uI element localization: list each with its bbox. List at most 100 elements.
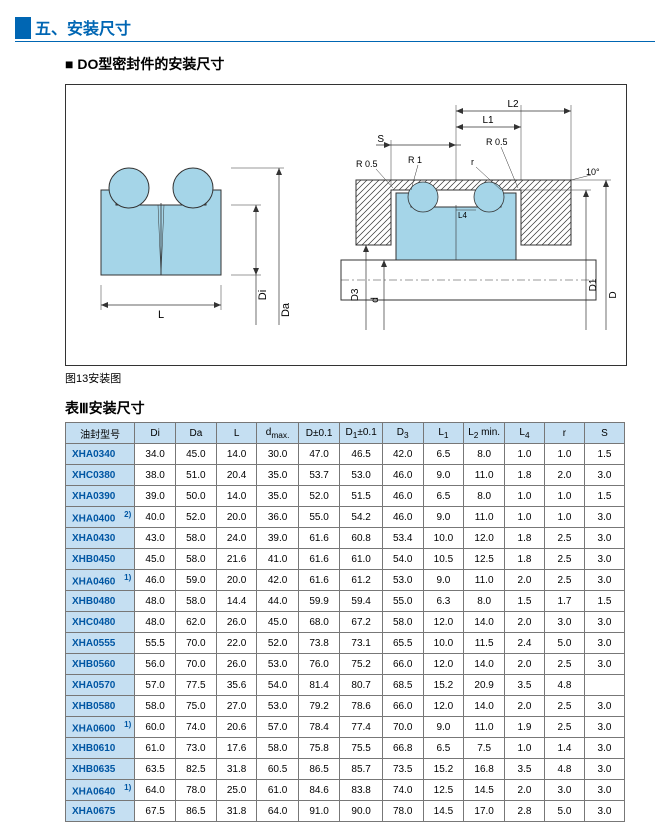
data-cell: 12.0 bbox=[464, 528, 505, 549]
model-cell: XHB0610 bbox=[66, 738, 135, 759]
data-cell: 86.5 bbox=[176, 801, 217, 822]
data-cell: 3.5 bbox=[505, 675, 545, 696]
data-cell: 44.0 bbox=[257, 591, 298, 612]
data-cell: 3.0 bbox=[584, 717, 624, 738]
data-cell: 14.0 bbox=[464, 654, 505, 675]
table-title: 表Ⅲ安装尺寸 bbox=[65, 398, 655, 418]
data-cell: 83.8 bbox=[340, 780, 382, 801]
data-cell: 11.0 bbox=[464, 570, 505, 591]
data-cell: 3.5 bbox=[505, 759, 545, 780]
dim-L2: L2 bbox=[507, 99, 519, 110]
data-cell: 39.0 bbox=[257, 528, 298, 549]
data-cell: 2.0 bbox=[505, 570, 545, 591]
data-cell: 46.0 bbox=[382, 486, 423, 507]
data-cell: 6.5 bbox=[423, 738, 464, 759]
data-cell: 1.8 bbox=[505, 465, 545, 486]
data-cell: 73.0 bbox=[176, 738, 217, 759]
data-cell: 75.0 bbox=[176, 696, 217, 717]
data-cell: 58.0 bbox=[176, 528, 217, 549]
data-cell: 25.0 bbox=[216, 780, 257, 801]
data-cell: 56.0 bbox=[135, 654, 176, 675]
data-cell: 26.0 bbox=[216, 612, 257, 633]
model-cell: XHA0675 bbox=[66, 801, 135, 822]
data-cell: 12.0 bbox=[423, 612, 464, 633]
model-cell: XHA0430 bbox=[66, 528, 135, 549]
data-cell: 59.9 bbox=[298, 591, 340, 612]
data-cell: 5.0 bbox=[544, 633, 584, 654]
data-cell: 14.0 bbox=[464, 696, 505, 717]
data-cell: 1.5 bbox=[584, 444, 624, 465]
data-cell: 45.0 bbox=[135, 549, 176, 570]
data-cell: 4.8 bbox=[544, 759, 584, 780]
data-cell: 1.4 bbox=[544, 738, 584, 759]
diagram-container: L Di Da bbox=[65, 84, 627, 366]
table-row: XHB063563.582.531.860.586.585.773.515.21… bbox=[66, 759, 625, 780]
data-cell: 57.0 bbox=[135, 675, 176, 696]
data-cell: 45.0 bbox=[176, 444, 217, 465]
section-header: 五、安装尺寸 bbox=[15, 15, 655, 42]
data-cell: 3.0 bbox=[584, 780, 624, 801]
dim-L4: L4 bbox=[458, 211, 467, 220]
data-cell: 61.6 bbox=[298, 528, 340, 549]
data-cell: 61.0 bbox=[340, 549, 382, 570]
data-cell: 3.0 bbox=[584, 633, 624, 654]
data-cell: 45.0 bbox=[257, 612, 298, 633]
data-cell: 82.5 bbox=[176, 759, 217, 780]
data-cell: 14.5 bbox=[464, 780, 505, 801]
data-cell: 8.0 bbox=[464, 444, 505, 465]
data-cell: 20.9 bbox=[464, 675, 505, 696]
data-cell: 1.0 bbox=[505, 444, 545, 465]
data-cell: 59.4 bbox=[340, 591, 382, 612]
data-cell: 3.0 bbox=[584, 654, 624, 675]
data-cell: 51.0 bbox=[176, 465, 217, 486]
col-header: L4 bbox=[505, 423, 545, 444]
table-row: XHA043043.058.024.039.061.660.853.410.01… bbox=[66, 528, 625, 549]
data-cell: 11.0 bbox=[464, 465, 505, 486]
data-cell: 78.4 bbox=[298, 717, 340, 738]
col-header: S bbox=[584, 423, 624, 444]
data-cell: 11.0 bbox=[464, 507, 505, 528]
dim-D1: D1 bbox=[588, 278, 599, 291]
data-cell: 55.5 bbox=[135, 633, 176, 654]
data-cell: 48.0 bbox=[135, 591, 176, 612]
data-cell: 66.0 bbox=[382, 696, 423, 717]
table-row: XHA0460 1)46.059.020.042.061.661.253.09.… bbox=[66, 570, 625, 591]
data-cell: 70.0 bbox=[382, 717, 423, 738]
data-cell: 43.0 bbox=[135, 528, 176, 549]
table-row: XHA055555.570.022.052.073.873.165.510.01… bbox=[66, 633, 625, 654]
data-cell: 73.5 bbox=[382, 759, 423, 780]
data-cell: 85.7 bbox=[340, 759, 382, 780]
table-header-row: 油封型号DiDaLdmax.D±0.1D1±0.1D3L1L2 min.L4rS bbox=[66, 423, 625, 444]
data-cell: 2.4 bbox=[505, 633, 545, 654]
data-cell: 1.0 bbox=[505, 486, 545, 507]
data-cell: 73.1 bbox=[340, 633, 382, 654]
data-cell: 54.2 bbox=[340, 507, 382, 528]
data-cell: 3.0 bbox=[584, 759, 624, 780]
col-header: D±0.1 bbox=[298, 423, 340, 444]
data-cell: 6.3 bbox=[423, 591, 464, 612]
data-cell: 64.0 bbox=[257, 801, 298, 822]
data-cell: 1.0 bbox=[505, 738, 545, 759]
data-cell: 75.5 bbox=[340, 738, 382, 759]
data-cell: 1.5 bbox=[505, 591, 545, 612]
data-cell: 5.0 bbox=[544, 801, 584, 822]
model-cell: XHC0480 bbox=[66, 612, 135, 633]
data-cell: 11.5 bbox=[464, 633, 505, 654]
table-row: XHC038038.051.020.435.053.753.046.09.011… bbox=[66, 465, 625, 486]
data-cell: 65.5 bbox=[382, 633, 423, 654]
data-cell: 1.5 bbox=[584, 591, 624, 612]
data-cell: 67.2 bbox=[340, 612, 382, 633]
installation-diagram: L Di Da bbox=[66, 85, 626, 365]
data-cell: 22.0 bbox=[216, 633, 257, 654]
data-cell: 54.0 bbox=[382, 549, 423, 570]
data-cell: 2.8 bbox=[505, 801, 545, 822]
model-cell: XHB0635 bbox=[66, 759, 135, 780]
data-cell: 60.5 bbox=[257, 759, 298, 780]
data-cell: 52.0 bbox=[176, 507, 217, 528]
right-seal-section: L2 L1 S R 0.5 R 1 R 0.5 r 10° L4 bbox=[341, 99, 619, 330]
data-cell: 79.2 bbox=[298, 696, 340, 717]
table-row: XHB056056.070.026.053.076.075.266.012.01… bbox=[66, 654, 625, 675]
dim-R05a: R 0.5 bbox=[356, 159, 378, 169]
data-cell: 14.0 bbox=[464, 612, 505, 633]
data-cell: 86.5 bbox=[298, 759, 340, 780]
